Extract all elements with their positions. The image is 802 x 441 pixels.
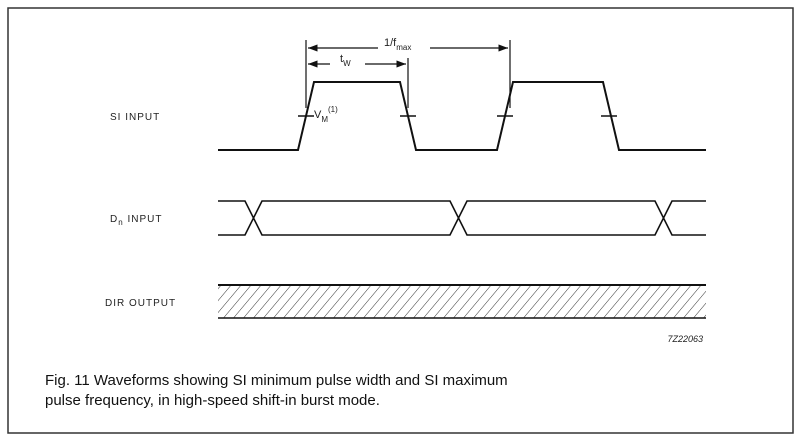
pulse-width-label: tW <box>340 53 351 68</box>
signal-label: DIR OUTPUT <box>105 298 176 309</box>
period-label: 1/fmax <box>384 37 411 52</box>
dir-hatch <box>218 285 706 318</box>
dn-bus <box>218 200 706 236</box>
si-waveform <box>218 81 706 151</box>
caption-line: pulse frequency, in high-speed shift-in … <box>45 392 380 409</box>
threshold-label: VM(1) <box>314 105 338 124</box>
frame <box>7 7 794 434</box>
signal-label: Dn INPUT <box>110 214 162 227</box>
signal-label: SI INPUT <box>110 112 160 123</box>
figure-id: 7Z22063 <box>667 334 703 344</box>
dimension-lines <box>305 40 511 108</box>
caption-line: Fig. 11 Waveforms showing SI minimum pul… <box>45 372 508 389</box>
